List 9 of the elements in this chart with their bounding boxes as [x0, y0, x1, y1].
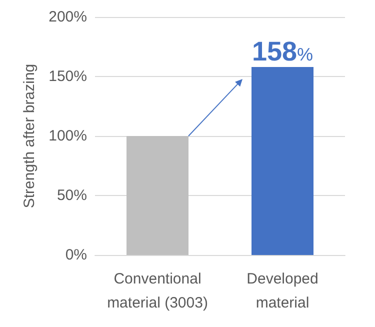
y-tick-label: 150% — [48, 68, 87, 85]
y-tick-label: 0% — [65, 246, 87, 264]
x-tick-label: Developed material — [246, 270, 318, 312]
y-tick-label: 100% — [48, 128, 87, 144]
data-label: 158% — [252, 36, 314, 66]
y-tick-label: 200% — [48, 8, 87, 26]
y-axis-title: Strength after brazing — [21, 64, 38, 208]
x-tick-label: Conventional material (3003) — [107, 270, 208, 312]
y-tick-label: 50% — [56, 187, 87, 204]
